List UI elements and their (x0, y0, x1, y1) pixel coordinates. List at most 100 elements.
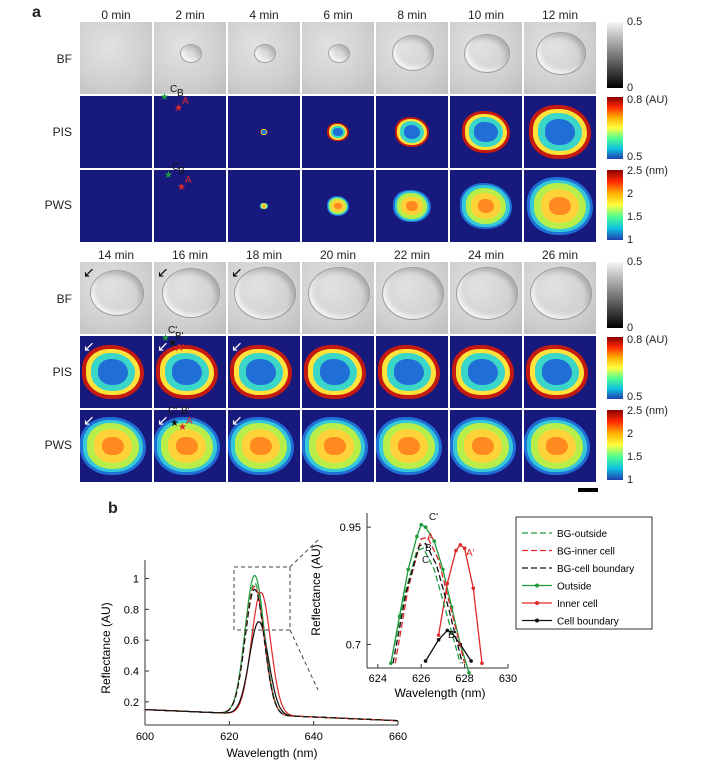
main-series-line (145, 591, 399, 722)
panel-b-letter: b (108, 500, 118, 517)
bf-tile-top-0 (80, 22, 152, 94)
cell-signal-layer (246, 359, 276, 385)
inset-y-label: Reflectance (AU) (309, 544, 323, 635)
marker-label-a: A (182, 96, 189, 107)
marker-star-c-pws: ★ (164, 170, 173, 181)
time-label-top-2: 4 min (249, 8, 279, 22)
inset-label-c: C (422, 555, 429, 566)
cell-signal-layer (332, 127, 344, 137)
inset-series-point (480, 661, 484, 666)
inset-label-c-prime: C' (429, 512, 438, 523)
cell-signal-layer (324, 436, 346, 456)
cell-signal-layer (98, 359, 128, 385)
cell-signal-layer (542, 359, 572, 385)
inset-label-b-prime: B' (448, 630, 457, 641)
cell-outline (254, 43, 276, 63)
cell-signal-layer (334, 202, 342, 210)
main-xtick-label: 600 (136, 731, 154, 743)
colorbar-bf-top-max: 0.5 (627, 16, 643, 28)
inset-series-point (454, 548, 458, 553)
pws-tile-top-0 (80, 170, 152, 242)
pis-tile-bottom-6 (524, 336, 596, 408)
pws-tile-bottom-6 (524, 410, 596, 482)
inset-series-point (432, 539, 437, 543)
bf-tile-top-1 (154, 22, 226, 94)
bf-tile-bottom-1 (154, 262, 226, 334)
marker-label-b-prime: B' (175, 331, 184, 342)
pis-tile-bottom-4 (376, 336, 448, 408)
marker-star-a-prime-pws: ★ (178, 422, 187, 433)
pws-tile-top-6 (524, 170, 596, 242)
colorbar-pis-bottom-min: 0.5 (627, 391, 643, 403)
colorbar-bf-bottom-max: 0.5 (627, 256, 643, 268)
colorbar-pws-bottom-max: 2.5 (nm) (627, 405, 668, 417)
inset-series-point (415, 534, 419, 539)
inset-series-point (462, 546, 467, 551)
legend-marker (535, 618, 539, 623)
cell-signal-layer (403, 124, 421, 140)
bf-tile-top-2 (228, 22, 300, 94)
marker-star-a: ★ (174, 103, 183, 114)
main-y-label: Reflectance (AU) (99, 602, 113, 693)
arrow-icon: ↙ (83, 338, 95, 354)
cell-signal-layer (549, 196, 571, 216)
cell-signal-layer (477, 198, 495, 214)
inset-ytick-label: 0.95 (340, 522, 361, 534)
pws-tile-bottom-3 (302, 410, 374, 482)
pis-tile-bottom-5 (450, 336, 522, 408)
pis-tile-top-6 (524, 96, 596, 168)
bf-tile-bottom-0 (80, 262, 152, 334)
inset-label-a-prime: A' (466, 548, 475, 559)
arrow-icon: ↙ (157, 412, 169, 428)
inset-label-b: B (425, 543, 432, 554)
arrow-icon: ↙ (157, 338, 169, 354)
time-label-top-5: 10 min (467, 8, 505, 22)
main-xtick-label: 640 (304, 731, 322, 743)
marker-label-c-prime: C' (168, 325, 178, 336)
inset-ytick-label: 0.7 (346, 640, 361, 652)
inset-series-point (445, 581, 450, 586)
main-spectrum-chart: 600 620 640 660 0.2 0.4 0.6 0.8 1 Wavelength (n… (99, 539, 407, 760)
row-label-pis-bottom: PIS (52, 365, 72, 379)
legend-marker (535, 601, 539, 605)
colorbar-pws-bottom-2: 2 (627, 428, 634, 440)
row-label-pis-top: PIS (52, 125, 72, 139)
cell-outline (90, 270, 144, 317)
main-ytick-label: 1 (133, 574, 139, 586)
arrow-icon: ↙ (231, 264, 243, 280)
inset-series-point (389, 661, 393, 666)
cell-outline (464, 33, 510, 73)
pws-tile-bottom-0 (80, 410, 152, 482)
marker-label-a-prime: A' (176, 343, 185, 354)
main-x-label: Wavelength (nm) (227, 746, 318, 760)
time-label-bottom-3: 20 min (319, 248, 357, 262)
colorbar-pws-bottom-15: 1.5 (627, 451, 643, 463)
marker-star-c-prime: ★ (161, 333, 170, 344)
legend-marker (535, 583, 539, 588)
marker-label-a-prime-pws: A' (186, 416, 195, 427)
colorbar-bf-top (607, 22, 623, 88)
row-label-pws-bottom: PWS (44, 438, 72, 452)
inset-series-point (419, 522, 424, 527)
bf-tile-top-3 (302, 22, 374, 94)
main-ytick-label: 0.6 (124, 635, 139, 647)
marker-label-a-pws: A (185, 175, 192, 186)
inset-series-line (425, 629, 472, 662)
marker-star-a-pws: ★ (177, 182, 186, 193)
arrow-icon: ↙ (231, 338, 243, 354)
pws-tile-bottom-4 (376, 410, 448, 482)
cell-outline (536, 31, 586, 75)
pws-tile-top-3 (302, 170, 374, 242)
legend-frame (515, 516, 653, 630)
pws-tile-bottom-5 (450, 410, 522, 482)
cell-outline (328, 43, 350, 63)
cell-outline (308, 266, 370, 320)
pis-tile-bottom-2 (228, 336, 300, 408)
cell-outline (234, 266, 296, 320)
legend-label: Inner cell (557, 599, 598, 610)
bf-tile-bottom-2 (228, 262, 300, 334)
colorbar-pws-bottom (607, 410, 623, 480)
cell-signal-layer (176, 436, 198, 456)
zoom-region-box (233, 566, 291, 631)
colorbar-pws-top-min: 1 (627, 234, 634, 246)
